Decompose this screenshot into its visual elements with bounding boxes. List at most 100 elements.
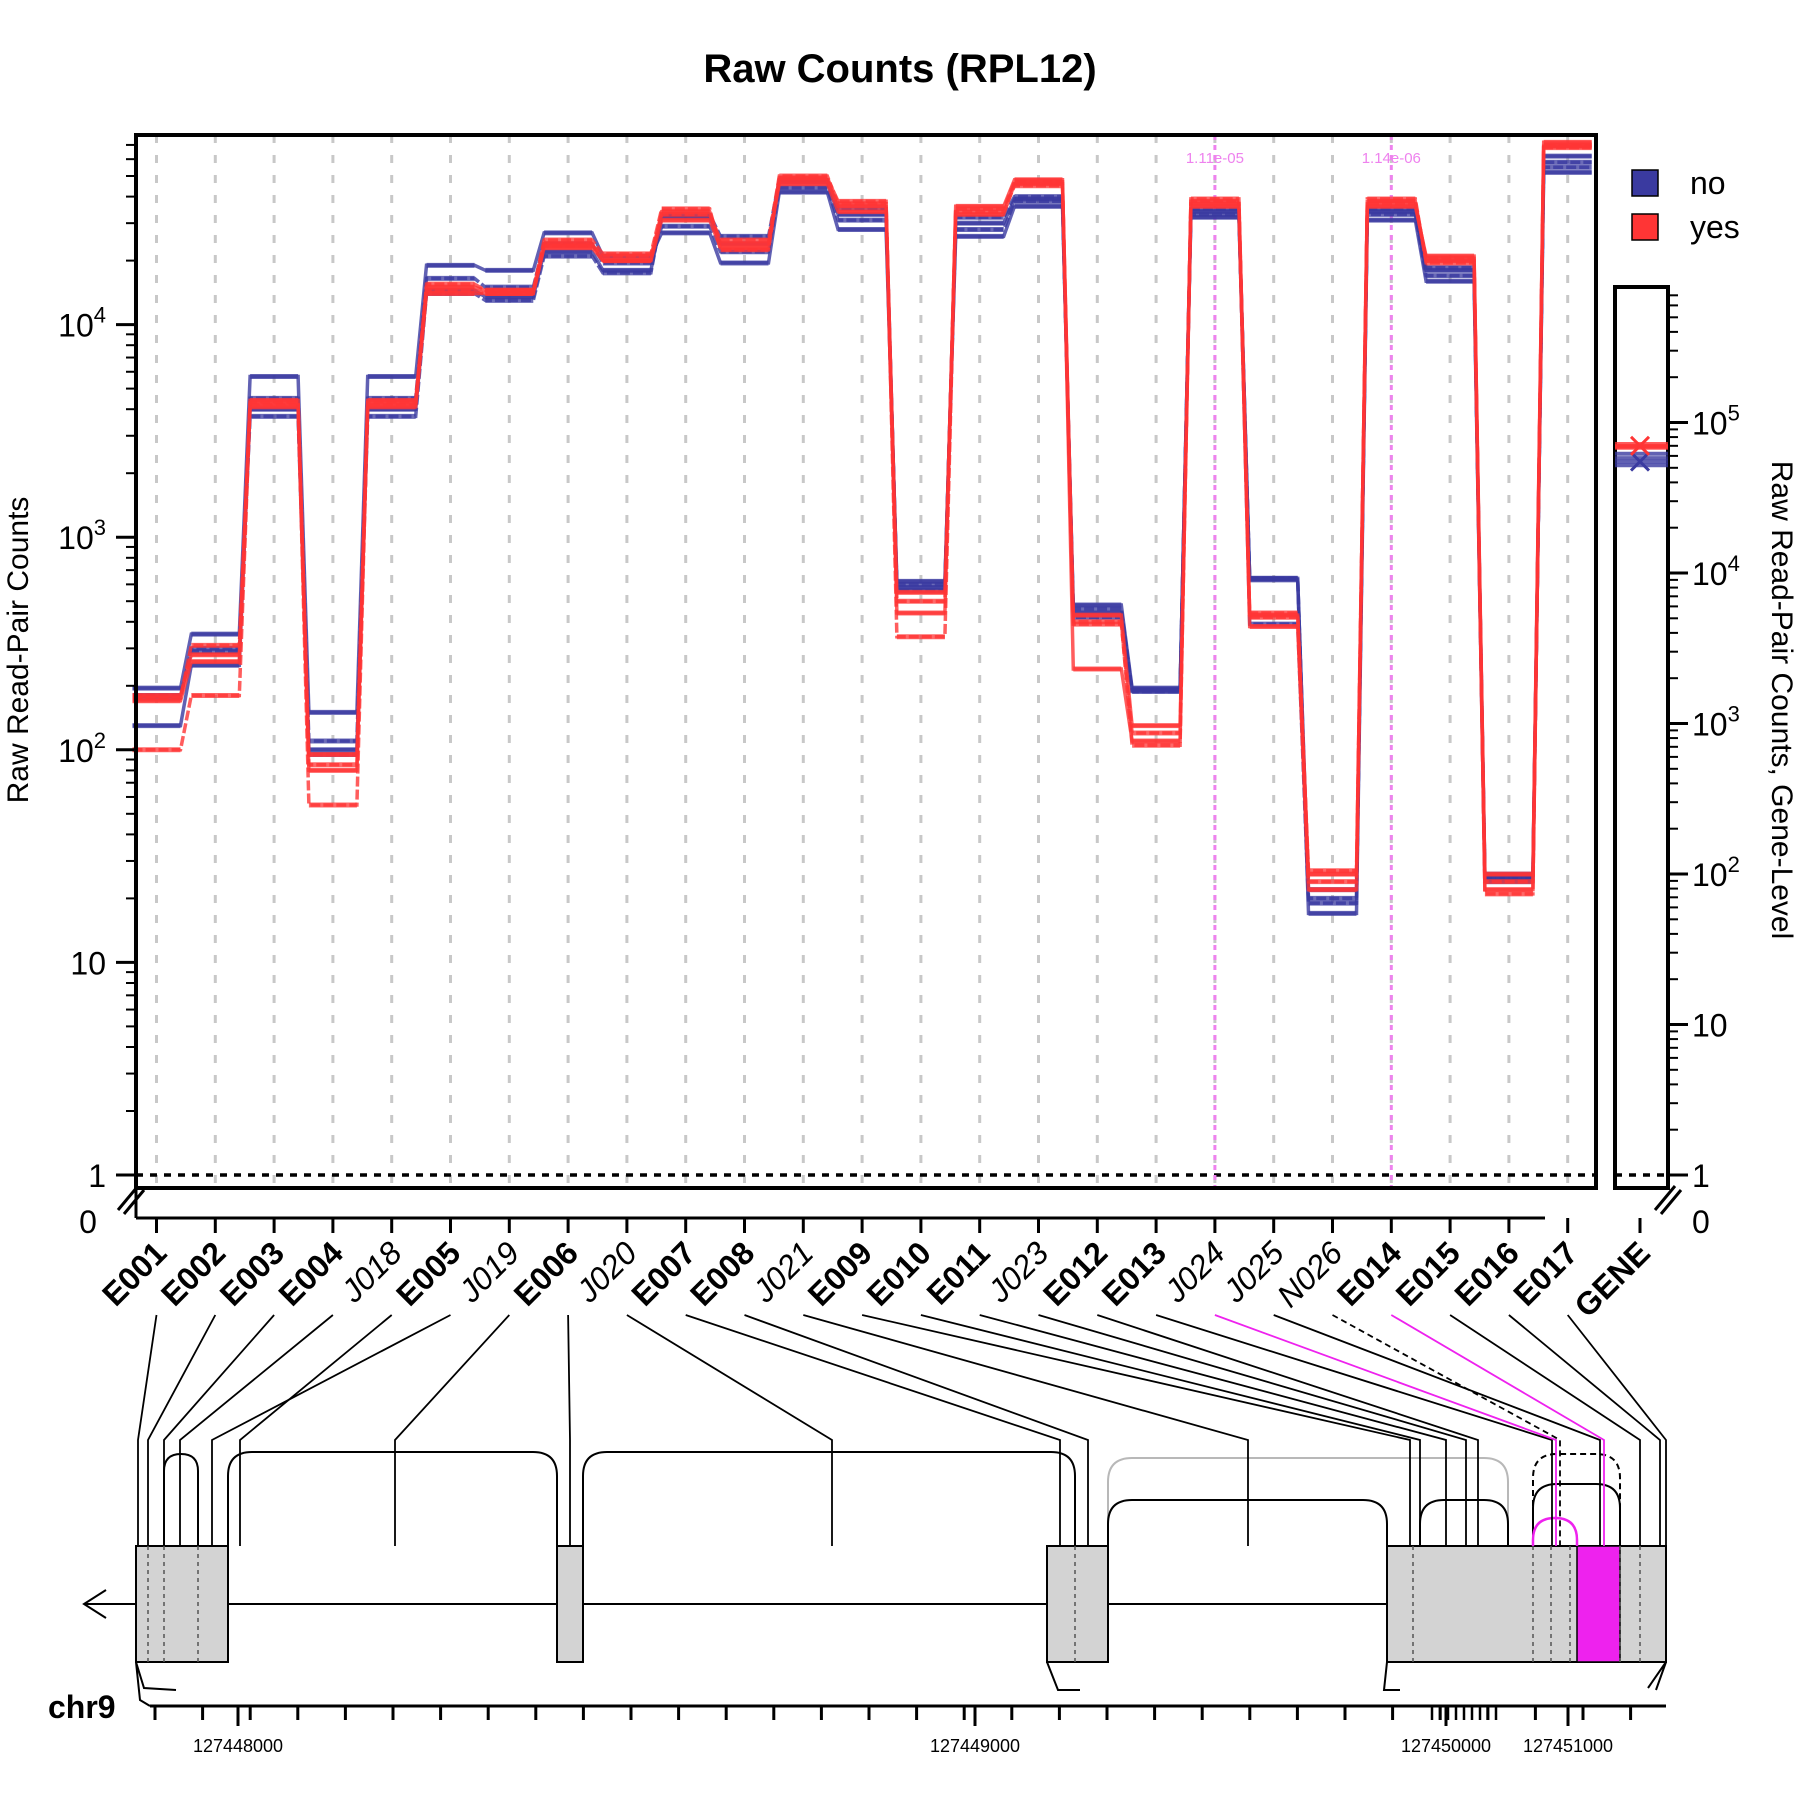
legend: no yes — [1631, 165, 1740, 245]
connector-E009 — [861, 1314, 1411, 1546]
chart-title: Raw Counts (RPL12) — [703, 47, 1096, 91]
y-tick-label-2: 102 — [58, 728, 106, 769]
connector-J021 — [803, 1314, 1249, 1546]
connector-E001 — [137, 1314, 158, 1546]
gene-y-tick-label-2: 102 — [1692, 852, 1740, 893]
junction-arc-J019 — [227, 1451, 558, 1546]
y-tick-label-4-exponent: 4 — [94, 303, 106, 328]
connector-E015 — [1449, 1314, 1641, 1546]
x-tick-label-E006: E006 — [507, 1234, 585, 1312]
gene-panel-frame — [1613, 285, 1670, 1190]
model-scale-link-left — [135, 1661, 177, 1707]
junction-arc-N026 — [1532, 1453, 1621, 1546]
axes: 0 1 10 102 103 104 — [58, 133, 1642, 1240]
x-tick-label-E005: E005 — [389, 1234, 467, 1312]
junction-arc-J018 — [163, 1452, 199, 1546]
gene-y-tick-label-3: 103 — [1692, 702, 1740, 743]
x-tick-label-E003: E003 — [213, 1234, 291, 1312]
gene-y-tick-label-4-exponent: 4 — [1728, 551, 1740, 576]
y-tick-label-3-exponent: 3 — [94, 515, 106, 540]
connector-E013 — [1155, 1314, 1553, 1546]
connector-E008 — [744, 1314, 1089, 1546]
y-tick-label-0: 1 — [88, 1158, 106, 1194]
legend-label-yes: yes — [1690, 209, 1740, 245]
x-tick-label-E011: E011 — [920, 1234, 997, 1311]
connector-E004 — [179, 1314, 334, 1546]
x-tick-label-E008: E008 — [683, 1234, 761, 1312]
connector-E011 — [979, 1314, 1447, 1546]
connector-E014 — [1390, 1314, 1605, 1546]
gene-model-diagram: 127448000 127449000 127450000 127451000 chr9 — [48, 1314, 1667, 1756]
connector-E005 — [211, 1314, 451, 1546]
junction-arc-J024 — [1419, 1499, 1509, 1546]
x-tick-label-E009: E009 — [801, 1234, 879, 1312]
axis-break-mark-right-1 — [1653, 1185, 1677, 1211]
connector-E016 — [1508, 1314, 1661, 1546]
series-lines — [132, 139, 1592, 916]
significance-annotations: 1.11e-05 1.14e-06 — [1186, 135, 1421, 1188]
x-tick-label-J018: J018 — [333, 1234, 408, 1309]
connector-E007 — [685, 1314, 1061, 1546]
connector-J023 — [1038, 1314, 1467, 1546]
junction-arc-J020 — [582, 1451, 1076, 1546]
x-tick-label-J021: J021 — [745, 1234, 820, 1309]
x-tick-label-J024: J024 — [1157, 1234, 1232, 1309]
gene-level-panel: 1 10 102 103 104 105 0 — [1613, 285, 1740, 1240]
connector-N026 — [1332, 1314, 1561, 1546]
y-axis-label: Raw Read-Pair Counts — [2, 497, 35, 804]
exon-block-1 — [135, 1545, 229, 1663]
y-tick-label-3: 103 — [58, 515, 106, 556]
coordinate-tick-label-4: 127451000 — [1523, 1736, 1613, 1756]
connector-J025 — [1273, 1314, 1601, 1546]
x-tick-labels: E001E002E003E004J018E005J019E006J020E007… — [95, 1234, 1657, 1324]
connector-E002 — [147, 1314, 217, 1546]
connector-E006 — [567, 1314, 571, 1546]
y-tick-label-zero: 0 — [79, 1204, 97, 1240]
x-tick-label-GENE: GENE — [1567, 1234, 1657, 1324]
significance-label-E014: 1.14e-06 — [1362, 150, 1421, 167]
x-tick-label-E002: E002 — [154, 1234, 232, 1312]
gene-y-tick-label-4: 104 — [1692, 551, 1740, 592]
model-scale-links — [1046, 1661, 1667, 1691]
axis-break-mark-left-2 — [122, 1189, 146, 1215]
x-tick-label-E013: E013 — [1095, 1234, 1173, 1312]
connector-J018 — [239, 1314, 393, 1546]
gene-y-tick-label-3-exponent: 3 — [1728, 702, 1740, 727]
strand-arrow-icon — [82, 1589, 136, 1619]
connector-E003 — [163, 1314, 275, 1546]
x-tick-label-E016: E016 — [1448, 1234, 1526, 1312]
legend-label-no: no — [1690, 165, 1726, 201]
grid-lines — [136, 135, 1596, 1188]
x-tick-label-E015: E015 — [1389, 1234, 1467, 1312]
connector-J019 — [394, 1314, 510, 1546]
gene-y-tick-label-5-exponent: 5 — [1728, 401, 1740, 426]
x-tick-label-E014: E014 — [1330, 1234, 1408, 1312]
coordinate-tick-label-1: 127448000 — [193, 1736, 283, 1756]
gene-y-tick-label-zero: 0 — [1692, 1204, 1710, 1240]
y-tick-label-4: 104 — [58, 303, 106, 344]
coordinate-tick-label-2: 127449000 — [930, 1736, 1020, 1756]
x-tick-label-J020: J020 — [569, 1234, 644, 1309]
x-tick-label-J023: J023 — [980, 1234, 1055, 1309]
legend-swatch-no — [1631, 169, 1659, 197]
gene-marker-no — [1629, 451, 1651, 472]
junction-arc-J021 — [1107, 1457, 1509, 1546]
junction-arc-J025 — [1532, 1483, 1621, 1546]
x-tick-label-E012: E012 — [1036, 1234, 1114, 1312]
x-tick-label-N026: N026 — [1270, 1234, 1350, 1314]
exon-block-2 — [556, 1545, 584, 1663]
legend-swatch-yes — [1631, 213, 1659, 241]
gene-y-tick-label-2-exponent: 2 — [1728, 852, 1740, 877]
gene-y-tick-label-1: 10 — [1692, 1008, 1728, 1044]
exon-block-4 — [1386, 1545, 1667, 1663]
junction-arc-highlight — [1531, 1516, 1579, 1546]
gene-marker-yes — [1629, 435, 1651, 456]
gene-y-tick-label-0: 1 — [1692, 1158, 1710, 1194]
coordinate-tick-label-3: 127450000 — [1401, 1736, 1491, 1756]
x-tick-label-E004: E004 — [272, 1234, 350, 1312]
main-plot-frame — [134, 133, 1598, 1190]
connector-J020 — [626, 1314, 833, 1546]
chromosome-label: chr9 — [48, 1689, 116, 1725]
